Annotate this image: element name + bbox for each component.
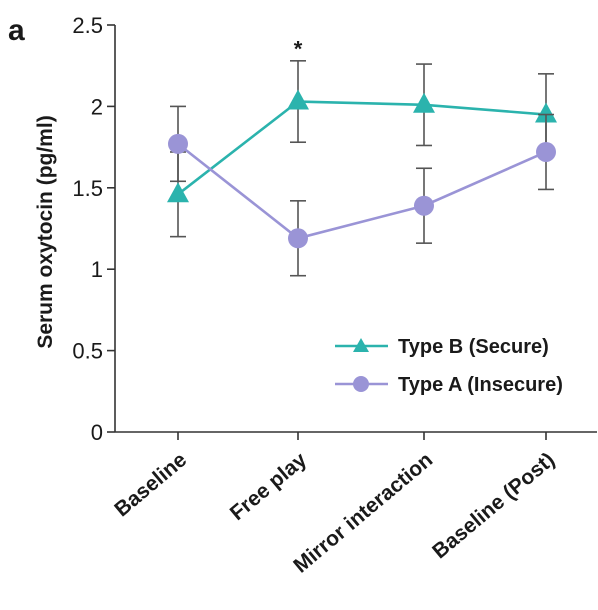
x-tick-label: Mirror interaction [289, 448, 437, 577]
series-type-a [168, 105, 556, 277]
triangle-marker [167, 182, 189, 203]
legend-label: Type A (Insecure) [398, 374, 563, 396]
series-layer [167, 60, 557, 277]
triangle-marker [287, 89, 309, 110]
circle-marker [168, 133, 188, 154]
series-line [177, 142, 547, 240]
legend: Type B (Secure) Type A (Insecure) [335, 336, 563, 396]
y-tick-label: 2 [91, 94, 103, 119]
triangle-marker [413, 92, 435, 113]
legend-circle-marker [353, 376, 369, 392]
y-axis-title: Serum oxytocin (pg/ml) [34, 115, 57, 348]
y-tick-label: 0.5 [72, 339, 103, 364]
circle-marker [536, 141, 556, 162]
annotations: * [294, 37, 303, 62]
y-tick-label: 1 [91, 257, 103, 282]
circle-marker [414, 195, 434, 216]
x-tick-label: Free play [226, 448, 312, 525]
legend-item: Type B (Secure) [335, 336, 549, 358]
significance-asterisk: * [294, 37, 303, 62]
x-tick-label: Baseline [110, 448, 191, 521]
y-tick-label: 0 [91, 420, 103, 445]
circle-marker [288, 228, 308, 249]
legend-triangle-marker [353, 338, 369, 352]
x-tick-label: Baseline (Post) [428, 448, 559, 563]
series-line [177, 100, 547, 196]
legend-item: Type A (Insecure) [335, 374, 563, 396]
y-ticks: 0 0.5 1 1.5 2 2.5 [72, 13, 115, 445]
y-tick-label: 1.5 [72, 176, 103, 201]
triangle-marker [535, 102, 557, 123]
y-tick-label: 2.5 [72, 13, 103, 38]
panel-letter: a [8, 14, 25, 47]
series-type-b [167, 60, 557, 238]
legend-label: Type B (Secure) [398, 336, 549, 358]
axes [114, 25, 597, 433]
